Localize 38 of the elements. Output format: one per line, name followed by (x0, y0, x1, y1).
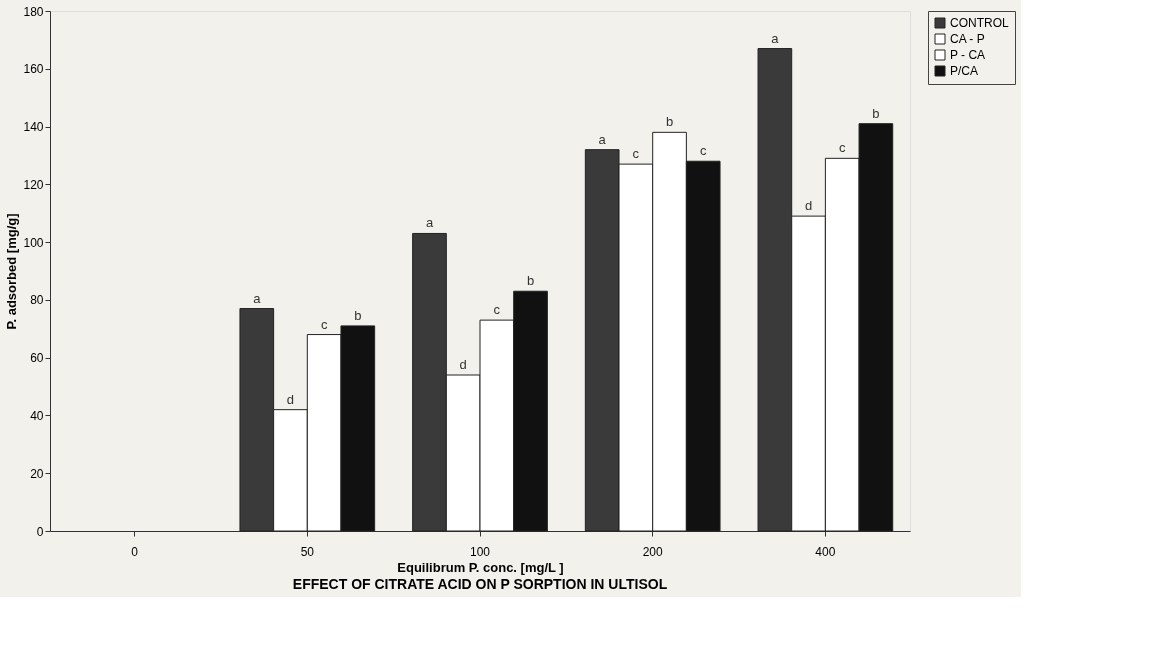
data-label: c (632, 146, 640, 162)
data-label: b (665, 114, 674, 130)
data-label: b (354, 307, 362, 323)
data-label: a (598, 131, 607, 147)
text: EFFECT OF CITRATE ACID ON P SORPTION IN ULTISOL (292, 576, 668, 592)
data-label: d (804, 198, 813, 214)
y-tick-label: 160 (23, 62, 44, 77)
data-label: b (526, 273, 535, 289)
y-tick-label: 180 (23, 4, 44, 19)
y-tick-label: 40 (30, 408, 44, 423)
data-label: a (771, 30, 780, 46)
x-tick-label: 50 (300, 544, 315, 559)
x-axis-title: Equilibrum P. conc. [mg/L ] (397, 559, 564, 575)
legend-label: CA - P (950, 32, 985, 46)
data-label: a (425, 215, 434, 231)
data-label: d (286, 391, 295, 407)
y-tick-label: 100 (23, 235, 44, 250)
y-tick-label: 140 (23, 120, 44, 135)
data-label: a (253, 290, 262, 306)
x-tick-label: 400 (815, 544, 836, 559)
x-tick-label: 200 (642, 544, 664, 559)
legend-label: P/CA (950, 64, 979, 78)
y-axis-title: P. adsorbed [mg/g] (4, 213, 20, 330)
y-tick-label: 0 (36, 524, 44, 539)
y-tick-label: 60 (30, 351, 44, 366)
data-label: c (320, 316, 328, 332)
data-label: c (838, 140, 846, 156)
data-label: d (459, 357, 467, 372)
y-tick-label: 80 (30, 293, 44, 308)
y-tick-label: 20 (30, 466, 44, 481)
x-tick-label: 100 (469, 544, 491, 559)
y-tick-label: 120 (23, 177, 44, 192)
legend-label: CONTROL (950, 16, 1009, 30)
data-label: c (699, 143, 707, 159)
legend-label: P - CA (950, 48, 986, 62)
data-label: b (872, 105, 880, 121)
x-tick-label: 0 (131, 544, 139, 559)
data-label: c (493, 302, 501, 318)
